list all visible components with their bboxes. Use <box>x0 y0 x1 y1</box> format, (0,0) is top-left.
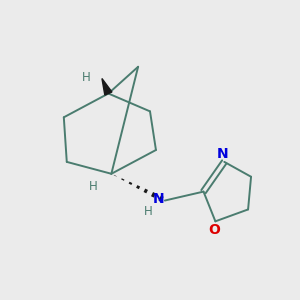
Polygon shape <box>102 79 112 95</box>
Text: H: H <box>82 71 91 84</box>
Text: H: H <box>89 180 98 193</box>
Text: H: H <box>144 205 153 218</box>
Text: N: N <box>217 147 229 160</box>
Text: N: N <box>152 192 164 206</box>
Text: O: O <box>208 223 220 237</box>
